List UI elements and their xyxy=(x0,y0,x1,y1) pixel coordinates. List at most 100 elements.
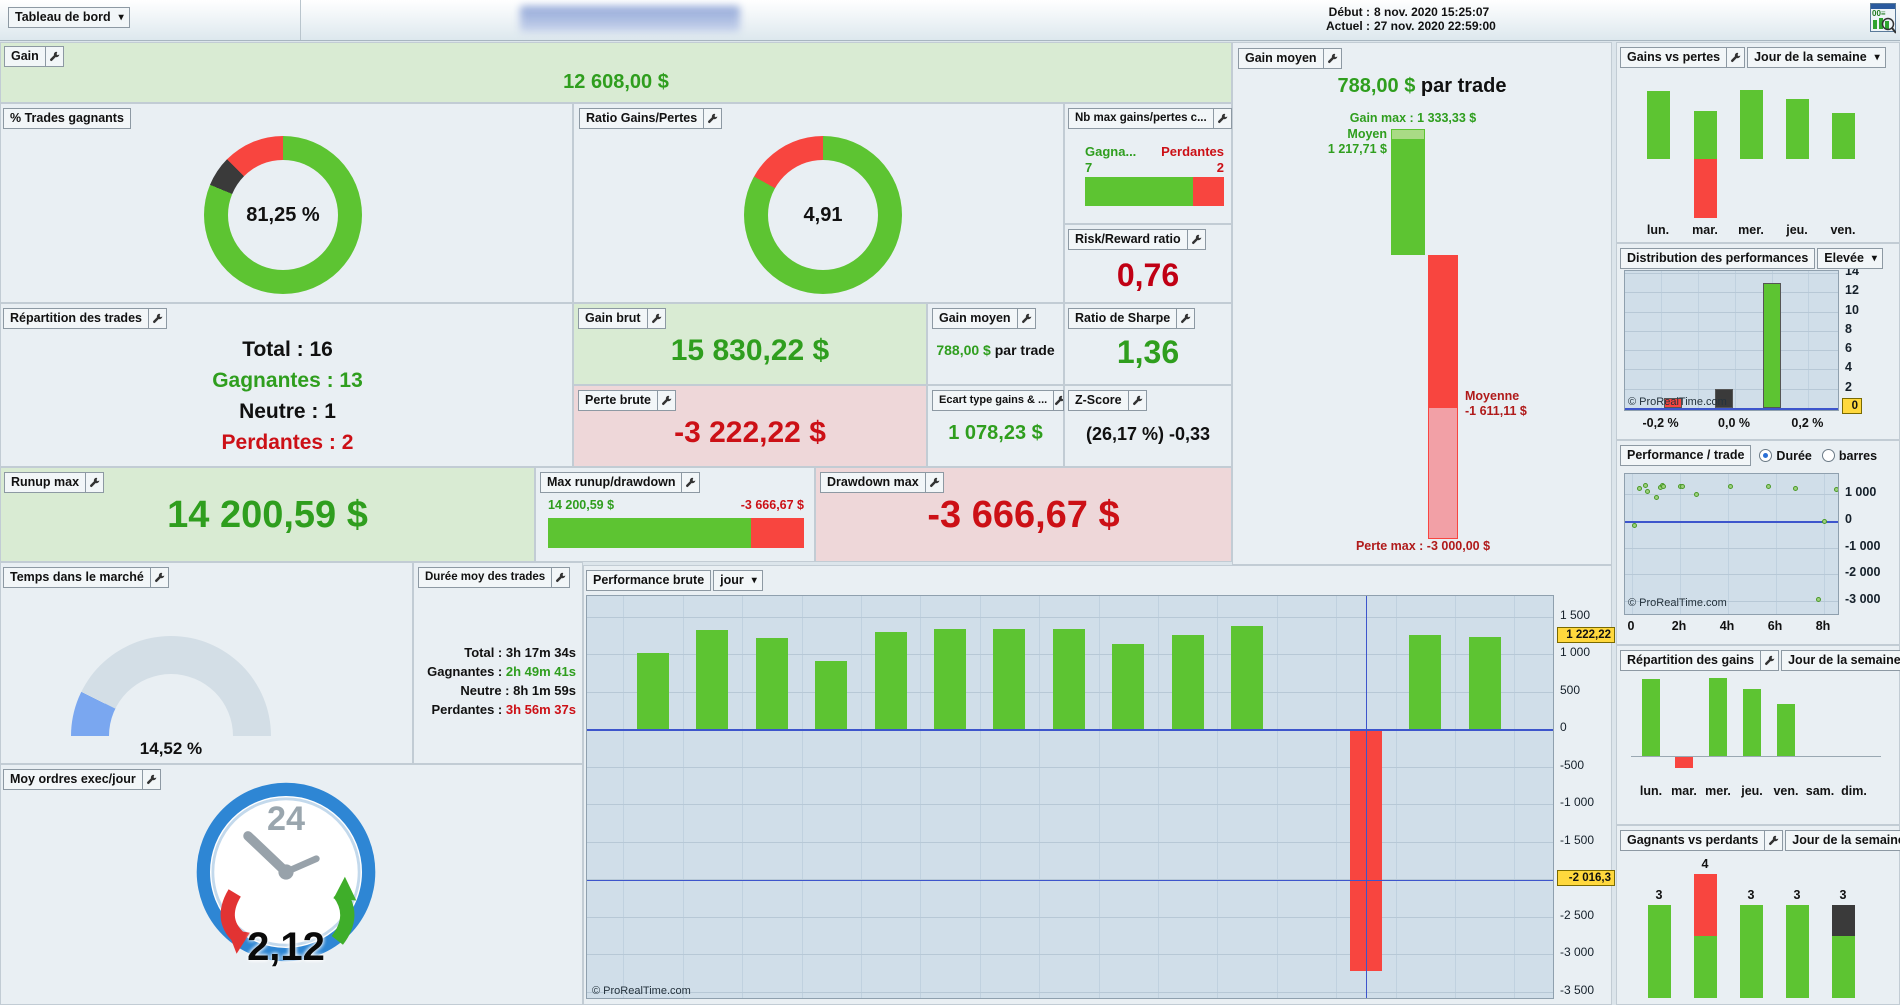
runup-bar-label: 14 200,59 $ xyxy=(548,498,615,512)
panel-repartition-trades: Répartition des trades Total : 16 Gagnan… xyxy=(0,303,573,467)
wrench-icon[interactable] xyxy=(1127,391,1146,410)
panel-nb-max: Nb max gains/pertes c... Gagna... Perdan… xyxy=(1064,103,1232,224)
duree-perdantes: 3h 56m 37s xyxy=(505,702,576,717)
gain-moyen-title-chip: Gain moyen xyxy=(932,308,1036,329)
gain-moyen-big-value: 788,00 $ xyxy=(1337,75,1416,97)
risk-reward-value: 0,76 xyxy=(1116,257,1180,293)
clock-icon: 24 xyxy=(191,777,381,972)
repartition-gains-period-selector[interactable]: Jour de la semaine ▾ xyxy=(1781,650,1900,671)
copyright-watermark: © ProRealTime.com xyxy=(592,985,691,997)
wrench-icon[interactable] xyxy=(1176,309,1194,328)
gains-vs-pertes-title-chip: Gains vs pertes xyxy=(1620,47,1746,68)
wrench-icon[interactable] xyxy=(657,391,675,410)
wrench-icon[interactable] xyxy=(1186,230,1205,249)
wrench-icon[interactable] xyxy=(147,309,166,328)
wrench-icon[interactable] xyxy=(551,568,569,587)
panel-temps-marche: Temps dans le marché 14,52 % xyxy=(0,562,413,764)
wrench-icon[interactable] xyxy=(1212,109,1231,128)
gains-vs-pertes-period-selector[interactable]: Jour de la semaine ▾ xyxy=(1747,47,1886,68)
max-runup-drawdown-title-chip: Max runup/drawdown xyxy=(540,472,701,493)
current-date-value: 27 nov. 2020 22:59:00 xyxy=(1374,19,1496,33)
wrench-icon[interactable] xyxy=(1016,309,1035,328)
session-dates: Début : 8 nov. 2020 15:25:07 Actuel : 27 n… xyxy=(1318,5,1558,33)
wrench-icon[interactable] xyxy=(1322,49,1341,68)
chevron-down-icon: ▾ xyxy=(118,12,124,23)
wrench-icon[interactable] xyxy=(1053,391,1063,410)
gain-value: 12 608,00 $ xyxy=(563,71,669,93)
panel-moy-ordres: Moy ordres exec/jour 24 2,12 xyxy=(0,764,583,1005)
wrench-icon[interactable] xyxy=(1760,651,1778,670)
z-score-title-chip: Z-Score xyxy=(1068,390,1147,411)
wrench-icon[interactable] xyxy=(149,568,168,587)
nb-max-title-chip: Nb max gains/pertes c... xyxy=(1068,108,1232,129)
ecart-type-title-chip: Ecart type gains & ... xyxy=(932,390,1064,411)
wrench-icon[interactable] xyxy=(141,770,160,789)
runup-drawdown-bar-chart xyxy=(548,518,804,548)
panel-performance-brute: Performance brute jour ▾ 1 500 1 000 500 0-… xyxy=(583,565,1615,1005)
moy-ordres-value: 2,12 xyxy=(247,925,325,969)
panel-gain-brut: Gain brut 15 830,22 $ xyxy=(573,303,927,385)
redacted-title xyxy=(520,6,740,32)
gain-brut-value: 15 830,22 $ xyxy=(670,334,830,367)
winrate-donut-chart: 81,25 % xyxy=(204,136,362,294)
top-bar: Tableau de bord ▾ Début : 8 nov. 2020 15:… xyxy=(0,0,1900,41)
total-trades: Total : 16 xyxy=(242,338,333,361)
clock-24-label: 24 xyxy=(267,800,305,838)
perte-brute-value: -3 222,22 $ xyxy=(674,416,826,449)
panel-duree-moy: Durée moy des trades Total : 3h 17m 34s … xyxy=(413,562,583,764)
performance-brute-chart[interactable] xyxy=(586,595,1554,999)
distribution-level-selector[interactable]: Elevée ▾ xyxy=(1817,248,1883,269)
runup-max-title-chip: Runup max xyxy=(4,472,105,493)
wrench-icon[interactable] xyxy=(924,473,943,492)
wrench-icon[interactable] xyxy=(703,109,721,128)
panel-gain-moyen-small: Gain moyen 788,00 $ par trade xyxy=(927,303,1064,385)
nb-max-gagnantes-label: Gagna... xyxy=(1085,144,1137,159)
distribution-chart xyxy=(1624,270,1839,411)
wrench-icon[interactable] xyxy=(1726,48,1744,67)
gagnants-perdants-title-chip: Gagnants vs perdants xyxy=(1620,830,1784,851)
gain-max-label: Gain max : 1 333,33 $ xyxy=(1349,111,1477,125)
wrench-icon[interactable] xyxy=(85,473,103,492)
panel-winrate: % Trades gagnants 81,25 % xyxy=(0,103,573,303)
wrench-icon[interactable] xyxy=(646,309,665,328)
repartition-gains-chart: lun. mar. mer. jeu. ven. sam. dim. xyxy=(1617,646,1900,826)
gagnants-perdants-period-selector[interactable]: Jour de la semaine ▾ xyxy=(1785,830,1900,851)
duree-neutre: 8h 1m 59s xyxy=(513,683,576,698)
distribution-title-chip: Distribution des performances xyxy=(1620,248,1816,269)
wrench-icon[interactable] xyxy=(44,47,63,66)
radio-barres[interactable] xyxy=(1821,448,1835,462)
panel-ecart-type: Ecart type gains & ... 1 078,23 $ xyxy=(927,385,1064,467)
radio-duree[interactable] xyxy=(1759,448,1773,462)
chevron-down-icon: ▾ xyxy=(1874,52,1880,63)
gain-moyen-value: 788,00 $ xyxy=(936,342,991,358)
copyright-watermark: © ProRealTime.com xyxy=(1628,597,1727,609)
runup-max-value: 14 200,59 $ xyxy=(167,494,368,536)
neutre-trades: Neutre : 1 xyxy=(239,400,336,423)
panel-gagnants-perdants: Gagnants vs perdants Jour de la semaine … xyxy=(1616,825,1900,1005)
moyenne-value: -1 611,11 $ xyxy=(1465,404,1527,418)
gain-moyen-bar-chart: Gain max : 1 333,33 $ Moyen 1 217,71 $ M… xyxy=(1233,43,1613,566)
nb-max-bar-chart xyxy=(1085,177,1224,206)
panel-performance-trade: Performance / trade Durée barres 0 2h 4h 6h 8… xyxy=(1616,440,1900,645)
drawdown-max-value: -3 666,67 $ xyxy=(927,494,1120,536)
panel-gain-moyen-big: Gain moyen 788,00 $ par trade Gain max :… xyxy=(1232,42,1612,565)
panel-drawdown-max: Drawdown max -3 666,67 $ xyxy=(815,467,1232,562)
perte-max-label: Perte max : -3 000,00 $ xyxy=(1355,539,1491,553)
dashboard-selector[interactable]: Tableau de bord ▾ xyxy=(8,7,130,28)
sharpe-title-chip: Ratio de Sharpe xyxy=(1068,308,1196,329)
ratio-title-chip: Ratio Gains/Pertes xyxy=(579,108,723,129)
copyright-watermark: © ProRealTime.com xyxy=(1628,396,1727,408)
duree-moy-rows: Total : 3h 17m 34s Gagnantes : 2h 49m 41… xyxy=(427,645,576,717)
temps-marche-title-chip: Temps dans le marché xyxy=(3,567,169,588)
ratio-donut-chart: 4,91 xyxy=(744,136,902,294)
panel-gain: Gain 12 608,00 $ xyxy=(0,42,1232,103)
performance-brute-period-selector[interactable]: jour ▾ xyxy=(713,570,763,591)
temps-marche-value: 14,52 % xyxy=(139,739,203,758)
gagnantes-trades: Gagnantes : 13 xyxy=(212,369,363,392)
duree-moy-title-chip: Durée moy des trades xyxy=(418,567,571,588)
moyenne-label: Moyenne xyxy=(1465,389,1520,403)
app-window-icon[interactable]: 00≡ xyxy=(1870,3,1897,40)
topbar-divider xyxy=(300,0,301,40)
wrench-icon[interactable] xyxy=(681,473,699,492)
wrench-icon[interactable] xyxy=(1764,831,1782,850)
